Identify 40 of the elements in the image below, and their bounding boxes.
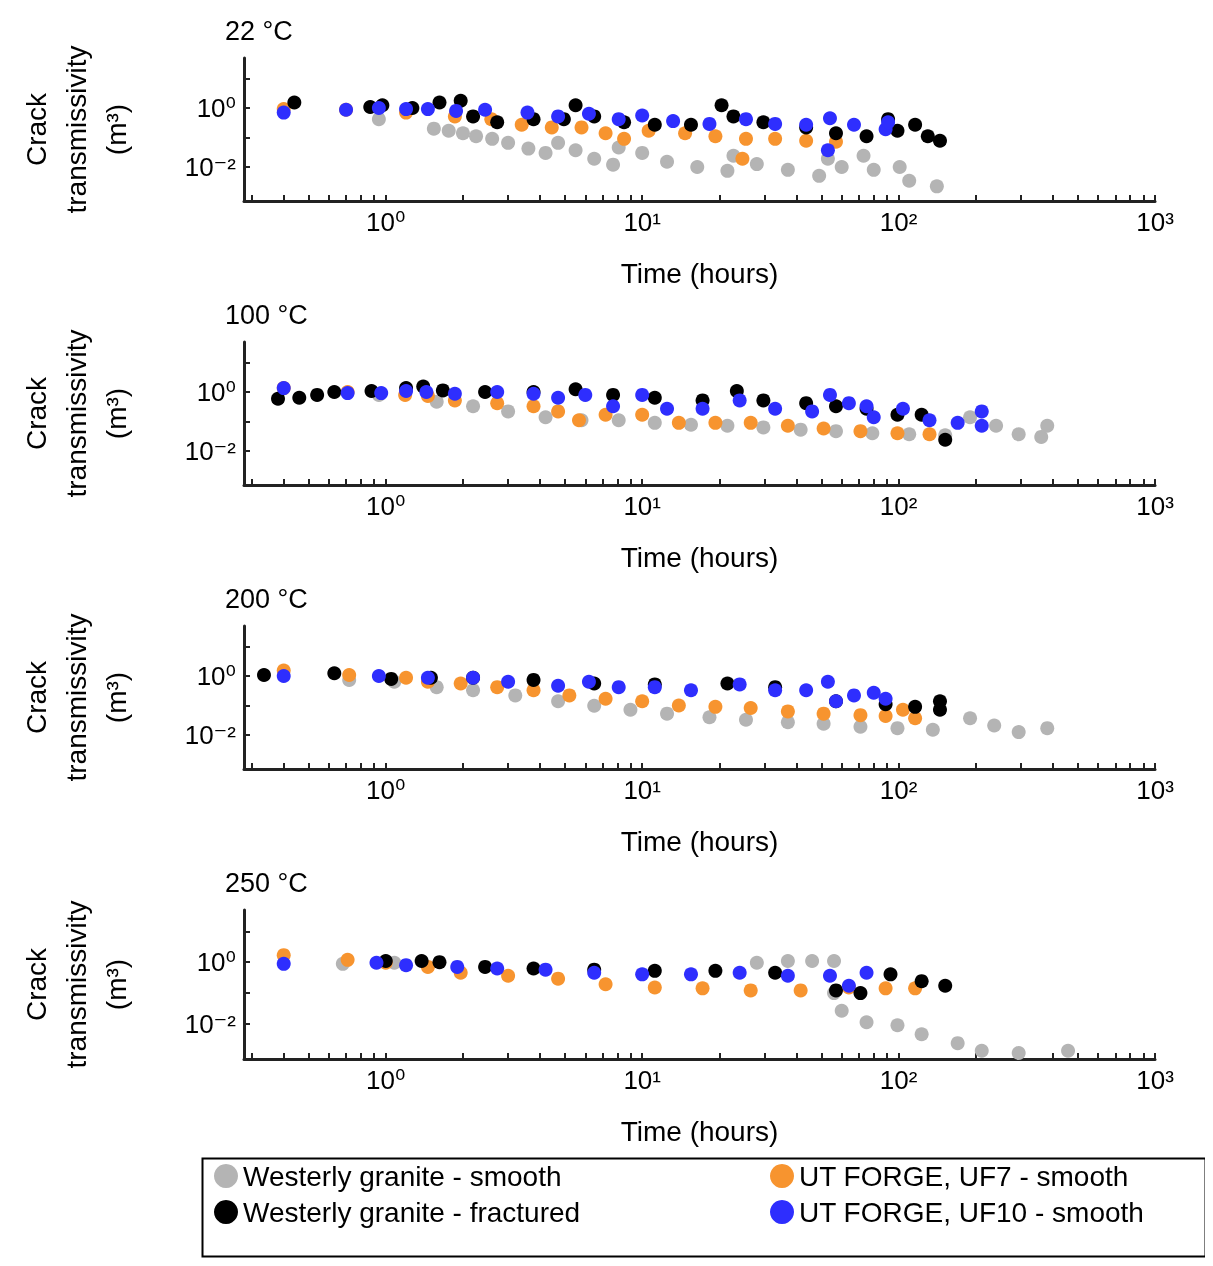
chart-title: 200 °C [225, 583, 308, 614]
x-axis-title: Time (hours) [620, 257, 779, 289]
x-axis-title: Time (hours) [620, 825, 779, 857]
chart-title: 22 °C [225, 15, 293, 46]
x-tick-label: 10³ [1136, 775, 1175, 805]
y-axis-title: Crack transmissivity (m³) [20, 329, 132, 498]
x-tick-label: 10¹ [623, 207, 662, 237]
x-tick-label: 10⁰ [366, 207, 406, 237]
y-tick-label: 10⁻² [184, 151, 237, 182]
y-axis-title: Crack transmissivity (m³) [20, 613, 132, 782]
x-axis-title: Time (hours) [620, 1115, 779, 1147]
x-tick-label: 10³ [1136, 207, 1175, 237]
x-tick-label: 10³ [1136, 1065, 1175, 1095]
x-tick-label: 10¹ [623, 491, 662, 521]
y-tick-label: 10⁰ [196, 93, 236, 124]
x-tick-label: 10¹ [623, 1065, 662, 1095]
x-axis-title: Time (hours) [620, 541, 779, 573]
y-tick-label: 10⁻² [184, 435, 237, 466]
x-tick-label: 10³ [1136, 491, 1175, 521]
y-axis-title: Crack transmissivity (m³) [20, 900, 132, 1069]
x-tick-label: 10⁰ [366, 775, 406, 805]
legend-label: UT FORGE, UF10 - smooth [799, 1196, 1144, 1228]
x-tick-label: 10¹ [623, 775, 662, 805]
legend-label: Westerly granite - smooth [243, 1160, 562, 1192]
y-axis-title: Crack transmissivity (m³) [20, 45, 132, 214]
x-tick-label: 10⁰ [366, 491, 406, 521]
chart-title: 100 °C [225, 299, 308, 330]
y-tick-label: 10⁰ [196, 661, 236, 692]
y-tick-label: 10⁰ [196, 377, 236, 408]
y-tick-label: 10⁻² [184, 719, 237, 750]
x-tick-label: 10⁰ [366, 1065, 406, 1095]
legend-label: Westerly granite - fractured [243, 1196, 581, 1228]
x-tick-label: 10² [879, 1065, 918, 1095]
y-tick-label: 10⁰ [196, 947, 236, 978]
x-tick-label: 10² [879, 491, 918, 521]
y-tick-label: 10⁻² [184, 1008, 237, 1039]
x-tick-label: 10² [879, 207, 918, 237]
chart-title: 250 °C [225, 867, 308, 898]
legend-label: UT FORGE, UF7 - smooth [799, 1160, 1129, 1192]
x-tick-label: 10² [879, 775, 918, 805]
